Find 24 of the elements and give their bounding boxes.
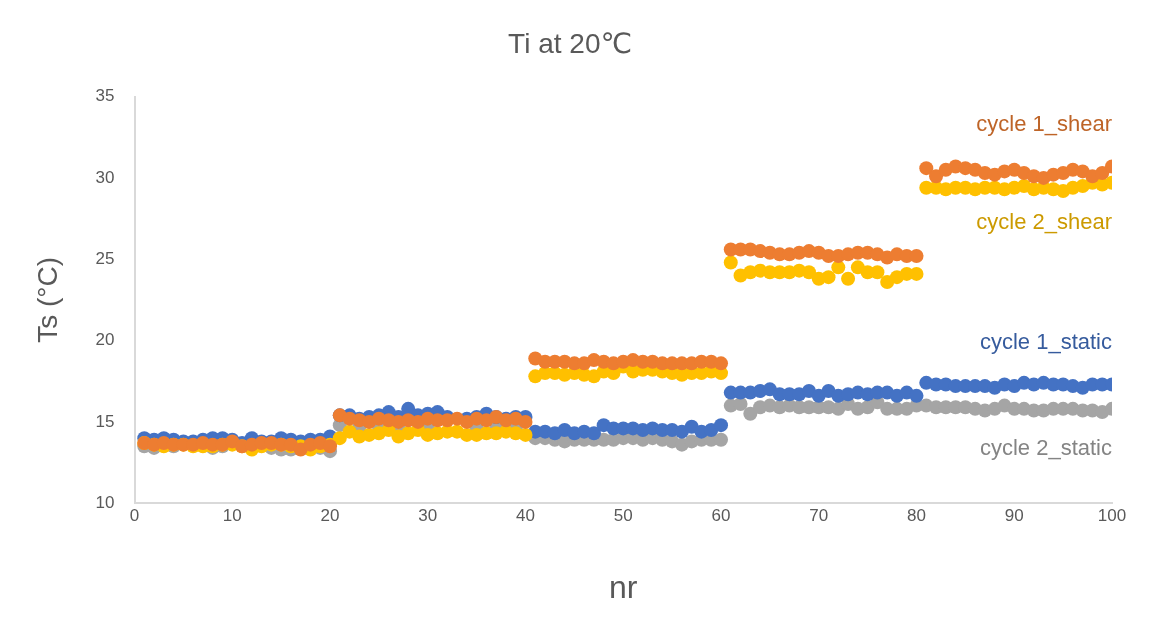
series-label: cycle 2_shear (976, 208, 1112, 234)
x-tick-label: 40 (516, 506, 535, 526)
chart-title: Ti at 20℃ (508, 27, 632, 59)
y-tick-label: 10 (95, 492, 115, 512)
x-tick-label: 100 (1097, 506, 1127, 526)
y-tick-label: 30 (95, 167, 115, 187)
x-tick-label: 20 (320, 506, 340, 526)
x-tick-label: 90 (1004, 506, 1024, 526)
x-tick-label: 70 (809, 506, 829, 526)
x-tick-label: 80 (907, 506, 926, 526)
series-label: cycle 2_static (979, 434, 1112, 460)
x-tick-label: 30 (418, 506, 438, 526)
series-label: cycle 1_shear (976, 110, 1112, 136)
x-tick-label: 50 (613, 506, 633, 526)
x-tick-label: 0 (129, 506, 140, 526)
y-tick-label: 15 (95, 411, 115, 431)
y-tick-label: 35 (95, 86, 115, 106)
x-axis-title: nr (609, 568, 638, 605)
y-axis-title: Ts (°C) (31, 256, 63, 343)
x-tick-label: 60 (711, 506, 731, 526)
x-tick-label: 10 (222, 506, 242, 526)
y-tick-label: 25 (95, 248, 115, 268)
series-label: cycle 1_static (979, 328, 1112, 354)
y-tick-label: 20 (95, 330, 115, 350)
